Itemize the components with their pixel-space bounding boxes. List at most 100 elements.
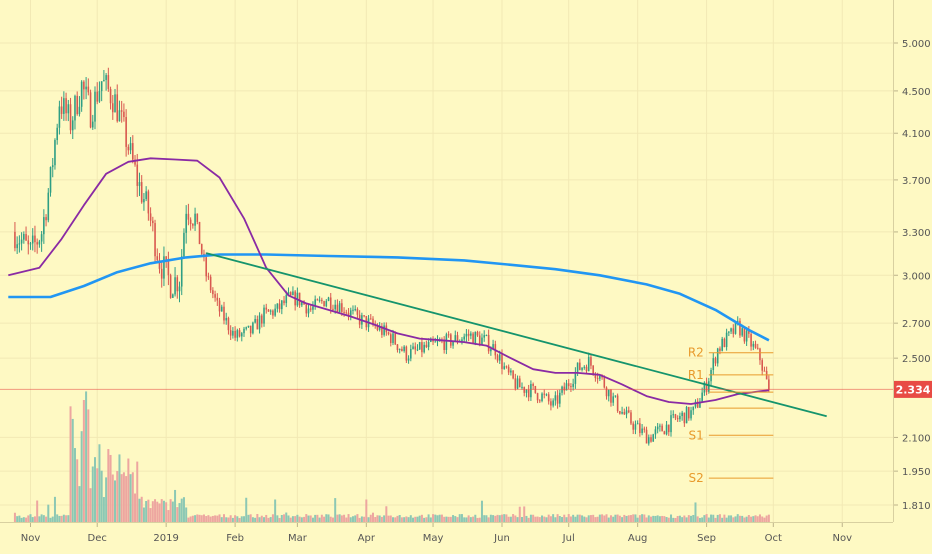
volume-bar	[425, 517, 428, 522]
candle-body	[610, 389, 612, 403]
volume-bar	[371, 512, 374, 522]
candle-body	[212, 290, 214, 295]
candle-body	[463, 336, 465, 340]
volume-bar	[445, 516, 448, 522]
candle-body	[679, 416, 681, 420]
candle-body	[25, 234, 27, 241]
candle-body	[516, 378, 519, 389]
volume-bar	[231, 517, 234, 522]
volume-bar	[692, 514, 695, 522]
candle-body	[116, 94, 119, 122]
candle-body	[579, 362, 581, 370]
volume-bar	[269, 517, 272, 522]
volume-bar	[89, 488, 92, 522]
volume-bar	[194, 515, 197, 522]
volume-bar	[732, 517, 735, 522]
volume-bar	[710, 514, 713, 522]
volume-bar	[245, 497, 248, 522]
candle-body	[40, 234, 43, 242]
candle-body	[76, 95, 79, 115]
x-tick-label: Oct	[765, 533, 782, 544]
candle-body	[149, 213, 152, 221]
candle-body	[236, 330, 239, 338]
volume-bar	[621, 517, 624, 522]
volume-bar	[100, 470, 103, 522]
candle-body	[292, 291, 294, 296]
candle-body	[167, 259, 170, 276]
volume-bar	[432, 514, 435, 522]
volume-bar	[649, 516, 652, 522]
candle-body	[576, 362, 579, 372]
candle-body	[743, 328, 746, 342]
volume-bar	[414, 516, 417, 522]
volume-bar	[131, 472, 134, 522]
volume-bar	[343, 514, 346, 522]
volume-bar	[725, 517, 728, 522]
volume-bar	[638, 515, 641, 522]
volume-bar	[627, 515, 630, 522]
y-tick-label: 2.500	[902, 354, 931, 365]
candle-body	[412, 346, 414, 349]
candle-body	[163, 256, 165, 279]
candle-body	[254, 318, 256, 323]
candle-body	[461, 339, 463, 342]
candle-body	[730, 328, 732, 332]
candle-body	[20, 239, 23, 244]
x-tick-label: Feb	[226, 533, 244, 544]
candle-body	[192, 223, 194, 226]
candle-body	[690, 410, 692, 419]
volume-bar	[365, 499, 368, 522]
volume-bar	[429, 517, 432, 522]
volume-bar	[176, 507, 179, 522]
volume-bar	[558, 516, 561, 522]
volume-bar	[629, 515, 632, 522]
volume-bar	[683, 515, 686, 522]
volume-bar	[452, 515, 455, 522]
candle-body	[394, 333, 397, 345]
volume-bar	[383, 515, 386, 522]
volume-bar	[758, 514, 761, 522]
volume-bar	[518, 506, 521, 522]
volume-bar	[102, 497, 105, 522]
candle-body	[120, 110, 123, 112]
candle-body	[741, 328, 743, 336]
volume-bar	[22, 517, 25, 522]
volume-bar	[474, 514, 477, 522]
volume-bar	[53, 496, 56, 522]
candle-body	[592, 365, 594, 374]
volume-bar	[645, 517, 648, 522]
candle-body	[696, 401, 699, 408]
volume-bar	[60, 515, 63, 522]
volume-bar	[525, 515, 528, 522]
candle-body	[56, 127, 58, 141]
candle-body	[625, 410, 628, 415]
candle-body	[567, 383, 570, 387]
volume-bar	[187, 517, 190, 522]
volume-bar	[503, 514, 506, 522]
candle-body	[256, 318, 259, 330]
candle-body	[763, 370, 766, 372]
x-tick-label: 2019	[153, 533, 178, 544]
volume-bar	[216, 515, 219, 522]
candle-body	[345, 312, 348, 314]
volume-bar	[225, 517, 228, 522]
candle-body	[247, 325, 250, 328]
volume-bar	[42, 515, 45, 522]
candle-body	[91, 121, 94, 128]
volume-bar	[496, 514, 499, 522]
candle-body	[23, 234, 25, 240]
candle-body	[85, 86, 87, 90]
volume-bar	[316, 514, 319, 522]
volume-bar	[47, 504, 50, 522]
volume-bar	[62, 514, 65, 522]
volume-bar	[200, 515, 203, 522]
candle-body	[401, 348, 403, 352]
candle-body	[705, 382, 708, 392]
candle-body	[43, 217, 45, 235]
volume-bar	[125, 476, 128, 522]
candle-body	[663, 431, 666, 435]
candle-body	[376, 325, 379, 330]
candle-body	[674, 414, 677, 419]
candle-body	[74, 95, 76, 121]
